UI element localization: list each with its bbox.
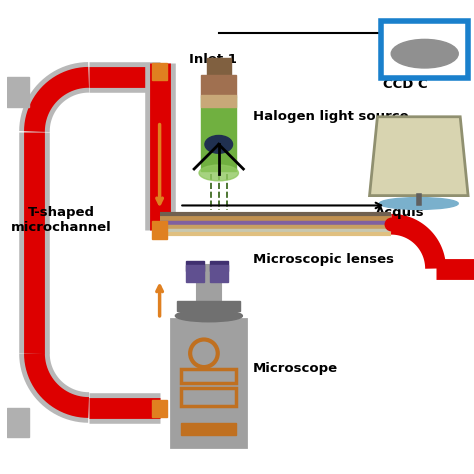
Bar xyxy=(172,319,246,447)
Bar xyxy=(181,388,237,406)
Bar xyxy=(210,264,228,283)
Bar xyxy=(7,408,28,437)
Text: Acquis: Acquis xyxy=(374,206,424,219)
Text: Halogen light source: Halogen light source xyxy=(253,110,409,123)
Ellipse shape xyxy=(199,165,238,181)
Bar xyxy=(177,301,240,311)
Bar xyxy=(186,261,204,271)
Text: T-shaped
microchannel: T-shaped microchannel xyxy=(11,206,111,234)
Text: Inlet 1: Inlet 1 xyxy=(189,53,237,66)
Bar xyxy=(210,261,228,271)
Bar xyxy=(181,369,237,383)
Text: Microscopic lenses: Microscopic lenses xyxy=(253,253,394,266)
Bar xyxy=(201,75,237,97)
Bar xyxy=(201,97,237,171)
Bar xyxy=(186,264,204,283)
Polygon shape xyxy=(370,117,468,196)
Bar xyxy=(197,264,221,314)
Bar xyxy=(152,400,167,418)
Text: Inlet 2: Inlet 2 xyxy=(187,391,235,404)
Text: CCD C: CCD C xyxy=(383,78,428,91)
Ellipse shape xyxy=(391,39,458,68)
Ellipse shape xyxy=(379,198,458,210)
Text: Microscope: Microscope xyxy=(253,362,338,374)
Bar xyxy=(7,77,28,107)
Bar xyxy=(382,21,468,78)
Bar xyxy=(207,58,230,79)
Ellipse shape xyxy=(175,310,242,322)
Bar xyxy=(152,63,167,80)
Bar xyxy=(181,423,237,435)
Bar xyxy=(201,95,237,107)
Bar xyxy=(152,221,167,239)
Ellipse shape xyxy=(205,136,233,153)
